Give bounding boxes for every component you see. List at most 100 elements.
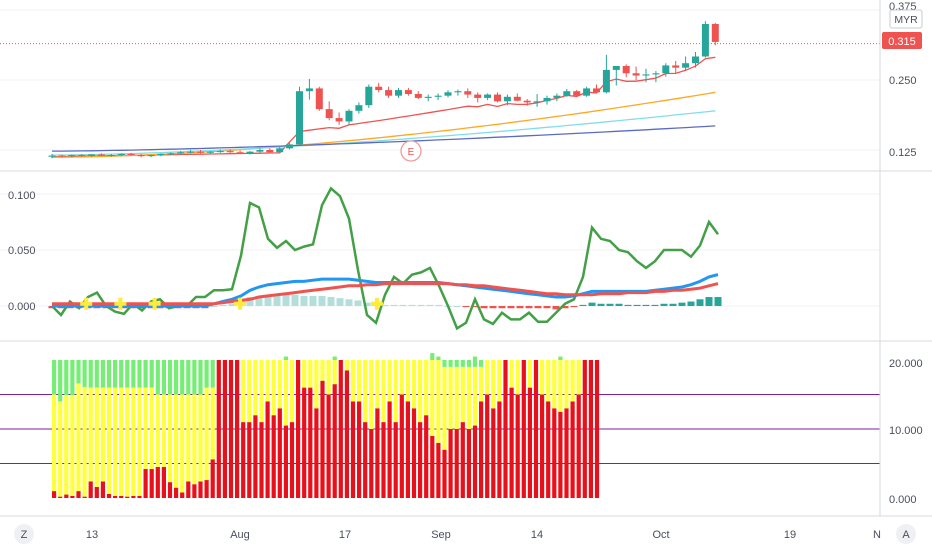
stacked-bar-segment	[405, 401, 410, 498]
stacked-bar-segment	[58, 360, 63, 402]
stacked-bar-pane[interactable]	[0, 353, 880, 498]
stacked-bar-segment	[387, 360, 392, 402]
zoom-button[interactable]	[14, 524, 34, 544]
stacked-bar-segment	[88, 360, 93, 388]
histogram-bar	[264, 294, 272, 306]
stacked-bar-segment	[350, 401, 356, 498]
stacked-bar-segment	[125, 496, 130, 498]
stacked-bar-segment	[149, 387, 154, 470]
candle-body	[286, 144, 294, 149]
histogram-bar	[354, 300, 362, 306]
histogram-bar	[597, 303, 605, 306]
stacked-bar-segment	[515, 360, 520, 395]
candle-body	[98, 154, 105, 156]
time-axis[interactable]: 13 Aug 17 Sep 14 Oct 19 N	[86, 529, 881, 541]
stacked-bar-segment	[430, 435, 435, 498]
stacked-bar-segment	[149, 360, 154, 388]
stacked-bar-segment	[594, 360, 600, 498]
stacked-bar-segment	[521, 360, 526, 498]
stacked-bar-segment	[436, 360, 441, 443]
candle-body	[216, 151, 224, 153]
stacked-bar-segment	[338, 360, 343, 498]
histogram-bar	[309, 295, 317, 306]
y-tick-label: 0.050	[8, 245, 36, 257]
stacked-bar-segment	[442, 360, 447, 367]
stacked-bar-segment	[106, 360, 112, 388]
stacked-bar-segment	[363, 422, 368, 498]
candle-body	[206, 151, 214, 153]
earnings-marker[interactable]	[400, 140, 422, 162]
stacked-bar-segment	[216, 360, 221, 498]
stacked-bar-segment	[167, 482, 173, 498]
stacked-bar-segment	[259, 422, 264, 498]
oscillator-pane[interactable]	[0, 186, 932, 331]
histogram-bar	[390, 304, 398, 306]
stacked-bar-segment	[64, 395, 69, 495]
candle-body	[682, 63, 690, 68]
stacked-bar-segment	[308, 360, 313, 388]
stacked-bar-segment	[472, 356, 478, 367]
histogram-bar	[417, 304, 425, 306]
stacked-bar-segment	[198, 481, 203, 498]
last-price-tag	[882, 32, 922, 49]
y-tick-label: 20.000	[889, 358, 923, 370]
price-pane[interactable]	[0, 9, 880, 159]
stacked-bar-segment	[186, 394, 191, 482]
stacked-bar-segment	[283, 360, 288, 426]
histogram-bar	[435, 304, 443, 306]
x-tick-label: 13	[86, 529, 98, 541]
stacked-bar-segment	[558, 411, 563, 498]
stacked-bar-segment	[546, 360, 551, 402]
stacked-bar-segment	[174, 487, 179, 498]
stacked-bar-segment	[283, 425, 288, 498]
stacked-bar-segment	[527, 360, 532, 388]
histogram-bar	[543, 306, 551, 309]
stacked-bar-segment	[442, 366, 447, 450]
stacked-bar-segment	[228, 360, 234, 498]
stacked-bar-segment	[119, 387, 124, 496]
y-tick-label: 0.100	[8, 190, 36, 202]
histogram-bar	[570, 306, 578, 308]
candle-body	[612, 66, 620, 70]
y-tick-label: 0.250	[889, 75, 917, 87]
candle-body	[434, 95, 442, 97]
candle-body	[523, 100, 531, 103]
candle-body	[107, 155, 115, 157]
stacked-bar-segment	[375, 408, 380, 498]
histogram-bar	[561, 306, 569, 309]
histogram-bar	[678, 302, 686, 306]
candle-body	[385, 90, 393, 96]
stacked-bar-segment	[265, 401, 270, 498]
stacked-bar-segment	[204, 480, 209, 498]
histogram-bar	[345, 299, 353, 306]
auto-scale-button[interactable]	[896, 524, 916, 544]
stacked-bar-segment	[222, 360, 227, 498]
histogram-bar	[579, 304, 587, 306]
candle-body	[543, 97, 551, 102]
currency-badge[interactable]	[889, 9, 923, 29]
stacked-bar-segment	[424, 360, 429, 416]
earnings-marker-label: E	[408, 147, 415, 158]
stacked-bar-segment	[393, 360, 398, 423]
histogram-bar	[714, 297, 722, 306]
candle-body	[226, 151, 234, 153]
stacked-bar-segment	[259, 360, 264, 423]
stacked-bar-segment	[576, 394, 581, 498]
stacked-bar-segment	[88, 481, 93, 498]
histogram-bar	[462, 306, 470, 308]
auto-scale-button-label: A	[902, 529, 910, 541]
stacked-bar-segment	[235, 360, 240, 498]
stacked-bar-segment	[192, 484, 197, 498]
candle-body	[404, 90, 412, 94]
stacked-bar-segment	[460, 422, 465, 498]
stacked-bar-segment	[161, 466, 166, 498]
candle-body	[325, 109, 333, 119]
stacked-bar-segment	[369, 429, 374, 498]
histogram-bar	[282, 294, 290, 306]
candle-body	[395, 90, 402, 96]
candle-body	[454, 91, 462, 93]
stacked-bar-segment	[94, 360, 99, 388]
stacked-bar-segment	[454, 360, 459, 367]
stacked-bar-segment	[369, 360, 374, 429]
